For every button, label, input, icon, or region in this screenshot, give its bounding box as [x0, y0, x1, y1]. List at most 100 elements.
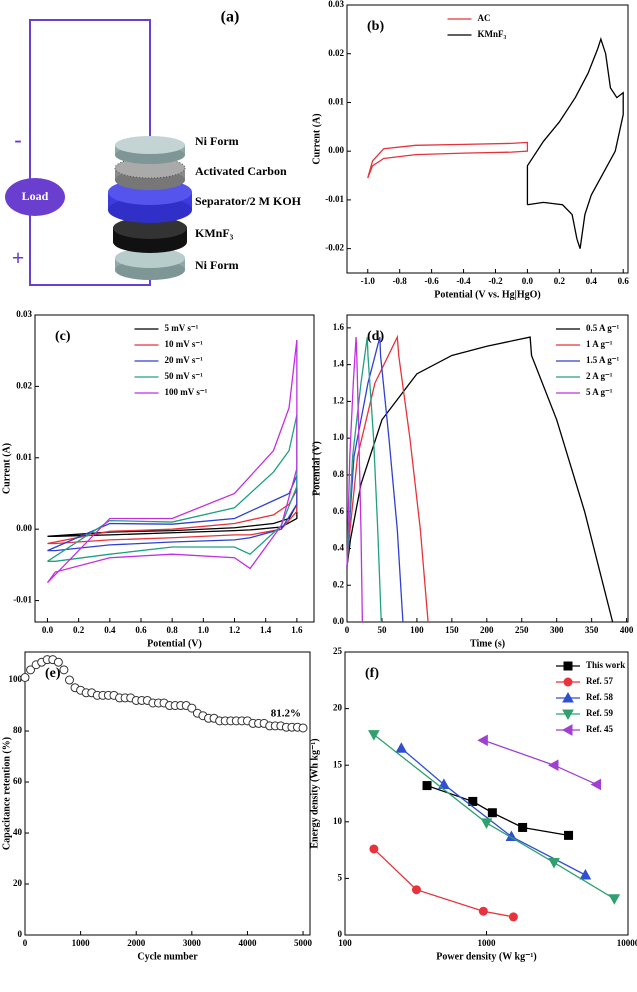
x-tick-label: 400	[620, 625, 634, 635]
y-tick-label: 15	[333, 759, 343, 769]
y-tick-label: 0.03	[328, 0, 344, 9]
y-tick-label: 40	[13, 827, 23, 837]
wire	[29, 19, 151, 286]
y-tick-label: 0.00	[328, 145, 344, 155]
y-tick-label: 0.4	[333, 543, 345, 553]
marker	[477, 734, 488, 747]
y-tick-label: 80	[13, 725, 23, 735]
y-tick-label: 0	[18, 929, 23, 939]
legend-label: Ref. 59	[586, 708, 613, 718]
marker	[564, 830, 574, 840]
y-axis-title: Potential (V)	[311, 441, 322, 496]
annotation: 81.2%	[271, 708, 301, 720]
legend-label: 2 A g⁻¹	[586, 371, 613, 381]
y-tick-label: 100	[9, 674, 23, 684]
legend-label: KMnF₃	[478, 29, 507, 39]
x-tick-label: -0.8	[393, 276, 408, 286]
panel-label: (e)	[45, 666, 61, 681]
series-line	[367, 141, 529, 179]
series-line	[483, 739, 597, 786]
y-tick-label: 0.0	[333, 616, 345, 626]
panel-label: (f)	[365, 666, 379, 681]
marker	[438, 778, 450, 789]
x-tick-label: 0.2	[73, 625, 85, 635]
series-line	[47, 414, 298, 562]
y-tick-label: 20	[13, 878, 23, 888]
marker	[608, 894, 621, 905]
x-axis-title: Time (s)	[470, 638, 505, 649]
x-tick-label: 3000	[183, 938, 202, 948]
x-tick-label: 350	[585, 625, 599, 635]
legend-label: Ref. 57	[586, 676, 613, 686]
y-axis-title: Current (A)	[1, 443, 12, 494]
y-tick-label: 1.0	[333, 432, 345, 442]
x-tick-label: 4000	[238, 938, 257, 948]
legend-label: AC	[478, 13, 491, 23]
y-tick-label: 0.2	[333, 579, 345, 589]
x-tick-label: 0.4	[104, 625, 116, 635]
marker	[480, 818, 493, 829]
y-tick-label: 1.4	[333, 359, 345, 369]
layer-label: Ni Form	[195, 258, 239, 272]
marker	[369, 844, 379, 854]
layer-label: Activated Carbon	[195, 164, 287, 178]
y-tick-label: 0.00	[16, 523, 32, 533]
marker	[562, 691, 574, 703]
x-tick-label: -0.6	[424, 276, 439, 286]
marker	[508, 912, 518, 922]
y-tick-label: 0.01	[16, 452, 32, 462]
minus-sign: -	[14, 127, 21, 152]
x-tick-label: 0.4	[586, 276, 598, 286]
load-ellipse	[5, 178, 65, 216]
plot-frame	[24, 651, 311, 936]
point	[64, 675, 74, 685]
x-tick-label: 200	[480, 625, 494, 635]
y-tick-label: 60	[13, 776, 23, 786]
legend-label: 5 A g⁻¹	[586, 387, 613, 397]
series-line	[400, 747, 586, 876]
x-tick-label: 1000	[478, 938, 497, 948]
series-line	[526, 37, 624, 249]
y-tick-label: 0.8	[333, 469, 345, 479]
x-axis-title: Cycle number	[137, 951, 198, 962]
plot-frame	[346, 314, 629, 623]
panel-label: (c)	[55, 329, 71, 344]
marker	[468, 796, 478, 806]
x-tick-label: 100	[338, 938, 352, 948]
y-tick-label: 0.02	[328, 48, 344, 58]
legend-label: 0.5 A g⁻¹	[586, 323, 620, 333]
marker	[561, 724, 573, 736]
x-tick-label: 300	[550, 625, 564, 635]
x-tick-label: 5000	[294, 938, 313, 948]
x-axis-title: Potential (V)	[147, 638, 202, 649]
load-label: Load	[22, 189, 49, 203]
y-axis-title: Capacitance retention (%)	[1, 737, 12, 850]
x-tick-label: 250	[515, 625, 529, 635]
series-line	[346, 336, 382, 623]
marker	[395, 742, 408, 753]
x-tick-label: 100	[410, 625, 424, 635]
disc	[115, 248, 185, 268]
marker	[548, 858, 560, 869]
layer-label: Ni Form	[195, 134, 239, 148]
marker	[563, 677, 573, 687]
legend-label: This work	[586, 660, 625, 670]
y-tick-label: 25	[333, 646, 343, 656]
x-tick-label: 0.6	[618, 276, 630, 286]
legend-label: 100 mV s⁻¹	[165, 387, 208, 397]
layer-label: KMnF₃	[195, 226, 234, 240]
series-line	[373, 734, 615, 900]
series-line	[47, 503, 298, 537]
panel-label: (d)	[367, 329, 384, 344]
point	[53, 657, 63, 667]
x-tick-label: 1.0	[198, 625, 210, 635]
y-tick-label: 10	[333, 816, 343, 826]
x-tick-label: 1.2	[229, 625, 241, 635]
x-tick-label: -0.4	[456, 276, 471, 286]
plus-sign: +	[12, 245, 25, 270]
y-tick-label: 0.03	[16, 309, 32, 319]
y-axis-title: Current (A)	[311, 113, 322, 164]
x-tick-label: 0.2	[554, 276, 566, 286]
marker	[579, 868, 592, 880]
